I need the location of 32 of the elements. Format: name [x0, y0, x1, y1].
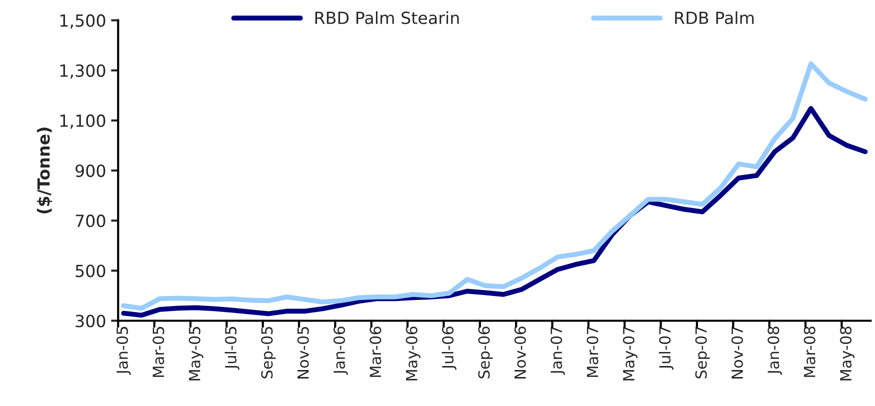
x-tick-label: Nov-07	[731, 326, 744, 378]
x-tick-label: May-08	[840, 326, 854, 380]
x-tick-label: Jan-08	[768, 326, 782, 375]
x-tick-label: Mar-05	[152, 326, 164, 377]
x-tick-label: Sep-06	[478, 326, 493, 378]
x-tick-label: Jul-07	[658, 326, 674, 370]
y-axis-title: ($/Tonne)	[36, 128, 52, 214]
x-tick-label: May-06	[406, 326, 420, 380]
y-tick-label: 900	[76, 164, 106, 178]
y-tick-label: 500	[76, 264, 106, 278]
x-tick-label: May-05	[188, 326, 204, 380]
x-tick-label: Sep-07	[695, 326, 710, 378]
y-tick-label: 1,300	[60, 64, 106, 79]
y-tick-label: 1,100	[60, 114, 106, 129]
x-tick-label: Mar-07	[586, 326, 598, 377]
x-tick-label: Jan-06	[333, 326, 348, 375]
x-tick-label: Jan-05	[116, 326, 131, 375]
line-series	[121, 61, 868, 311]
x-tick-label: Jul-06	[442, 326, 456, 370]
y-tick-label: 700	[76, 214, 106, 228]
x-tick-label: Jul-05	[224, 326, 240, 370]
x-tick-label: Jan-07	[550, 326, 565, 375]
x-tick-label: May-07	[622, 326, 638, 380]
x-tick-label: Nov-05	[297, 326, 309, 378]
x-tick-label: Mar-06	[370, 326, 382, 377]
x-tick-label: Mar-08	[804, 326, 816, 377]
x-tick-label: Sep-05	[261, 326, 276, 378]
x-tick-label: Nov-06	[514, 326, 526, 378]
y-tick-label: 1,500	[60, 14, 106, 29]
legend-label: RDB Palm	[675, 11, 754, 24]
legend-label: RBD Palm Stearin	[315, 11, 459, 24]
y-tick-label: 300	[76, 314, 106, 328]
